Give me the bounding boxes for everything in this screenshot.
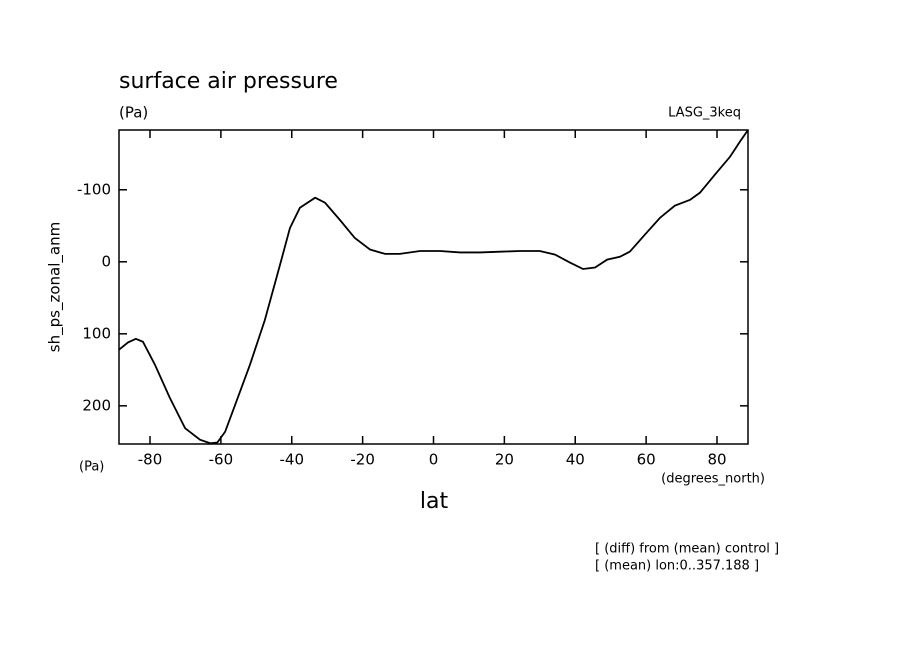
x-tick-label: -40 — [280, 451, 305, 469]
x-tick-label: 60 — [637, 451, 656, 469]
x-tick-label: 20 — [495, 451, 514, 469]
x-tick-label: 40 — [566, 451, 585, 469]
y-axis-label: sh_ps_zonal_anm — [46, 222, 65, 352]
chart-title: surface air pressure — [119, 69, 338, 94]
x-tick-label: -80 — [138, 451, 163, 469]
y-tick-label: 200 — [82, 396, 111, 414]
x-tick-label: 0 — [429, 451, 439, 469]
data-line — [118, 129, 749, 445]
x-tick-label: -60 — [209, 451, 234, 469]
note: [ (mean) lon:0..357.188 ] — [595, 559, 759, 574]
model-label: LASG_3keq — [668, 106, 741, 121]
plot-frame — [118, 129, 749, 445]
y-tick-label: 0 — [101, 252, 111, 270]
y-tick-label: 100 — [82, 324, 111, 342]
x-tick-label: 80 — [707, 451, 726, 469]
y-tick-label: -100 — [77, 180, 111, 198]
y-units: (Pa) — [79, 460, 104, 475]
x-units: (degrees_north) — [661, 472, 765, 487]
x-tick-label: -20 — [350, 451, 375, 469]
note: [ (diff) from (mean) control ] — [595, 542, 779, 557]
x-axis-label: lat — [420, 489, 449, 514]
subtitle: (Pa) — [119, 104, 148, 122]
